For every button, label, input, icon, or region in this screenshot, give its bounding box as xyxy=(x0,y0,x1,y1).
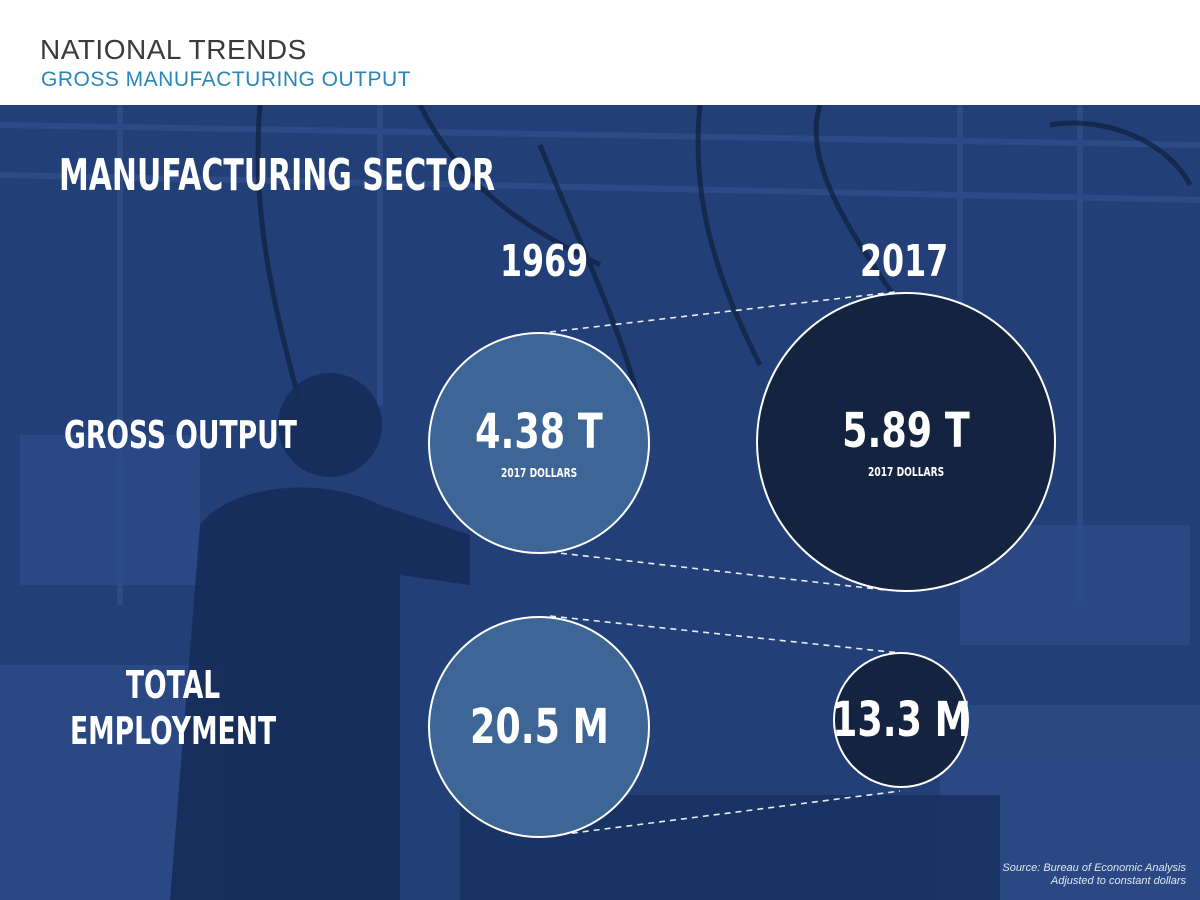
year-2017-header: 2017 xyxy=(860,236,949,287)
gross-output-1969-unit: 2017 DOLLARS xyxy=(500,466,578,480)
source-line: Source: Bureau of Economic Analysis xyxy=(1002,862,1186,874)
total-employment-label-line-2: EMPLOYMENT xyxy=(70,709,277,753)
gross-output-1969-value: 4.38 T xyxy=(475,404,603,460)
gross-output-1969-circle: 4.38 T 2017 DOLLARS xyxy=(428,332,650,554)
employment-2017-circle: 13.3 M xyxy=(831,652,971,788)
employment-1969-circle: 20.5 M xyxy=(428,616,650,838)
gross-output-2017-circle: 5.89 T 2017 DOLLARS xyxy=(756,292,1056,592)
total-employment-label-line-1: TOTAL xyxy=(125,663,221,707)
gross-output-label-line: GROSS OUTPUT xyxy=(64,413,297,457)
employment-1969-value: 20.5 M xyxy=(469,699,609,755)
source-note: Source: Bureau of Economic Analysis Adju… xyxy=(1002,862,1186,888)
total-employment-label: TOTAL EMPLOYMENT xyxy=(70,662,276,754)
employment-2017-value: 13.3 M xyxy=(831,692,971,748)
page-subtitle: GROSS MANUFACTURING OUTPUT xyxy=(41,68,412,91)
section-heading: MANUFACTURING SECTOR xyxy=(59,150,496,201)
connector-lines xyxy=(549,291,901,837)
gross-output-2017-unit: 2017 DOLLARS xyxy=(867,465,945,479)
gross-output-label: GROSS OUTPUT xyxy=(64,412,297,458)
header: NATIONAL TRENDS GROSS MANUFACTURING OUTP… xyxy=(0,0,1200,105)
adjustment-note: Adjusted to constant dollars xyxy=(1050,875,1186,887)
page-title: NATIONAL TRENDS xyxy=(40,34,307,65)
year-1969-header: 1969 xyxy=(500,236,589,287)
gross-output-2017-value: 5.89 T xyxy=(842,403,970,459)
